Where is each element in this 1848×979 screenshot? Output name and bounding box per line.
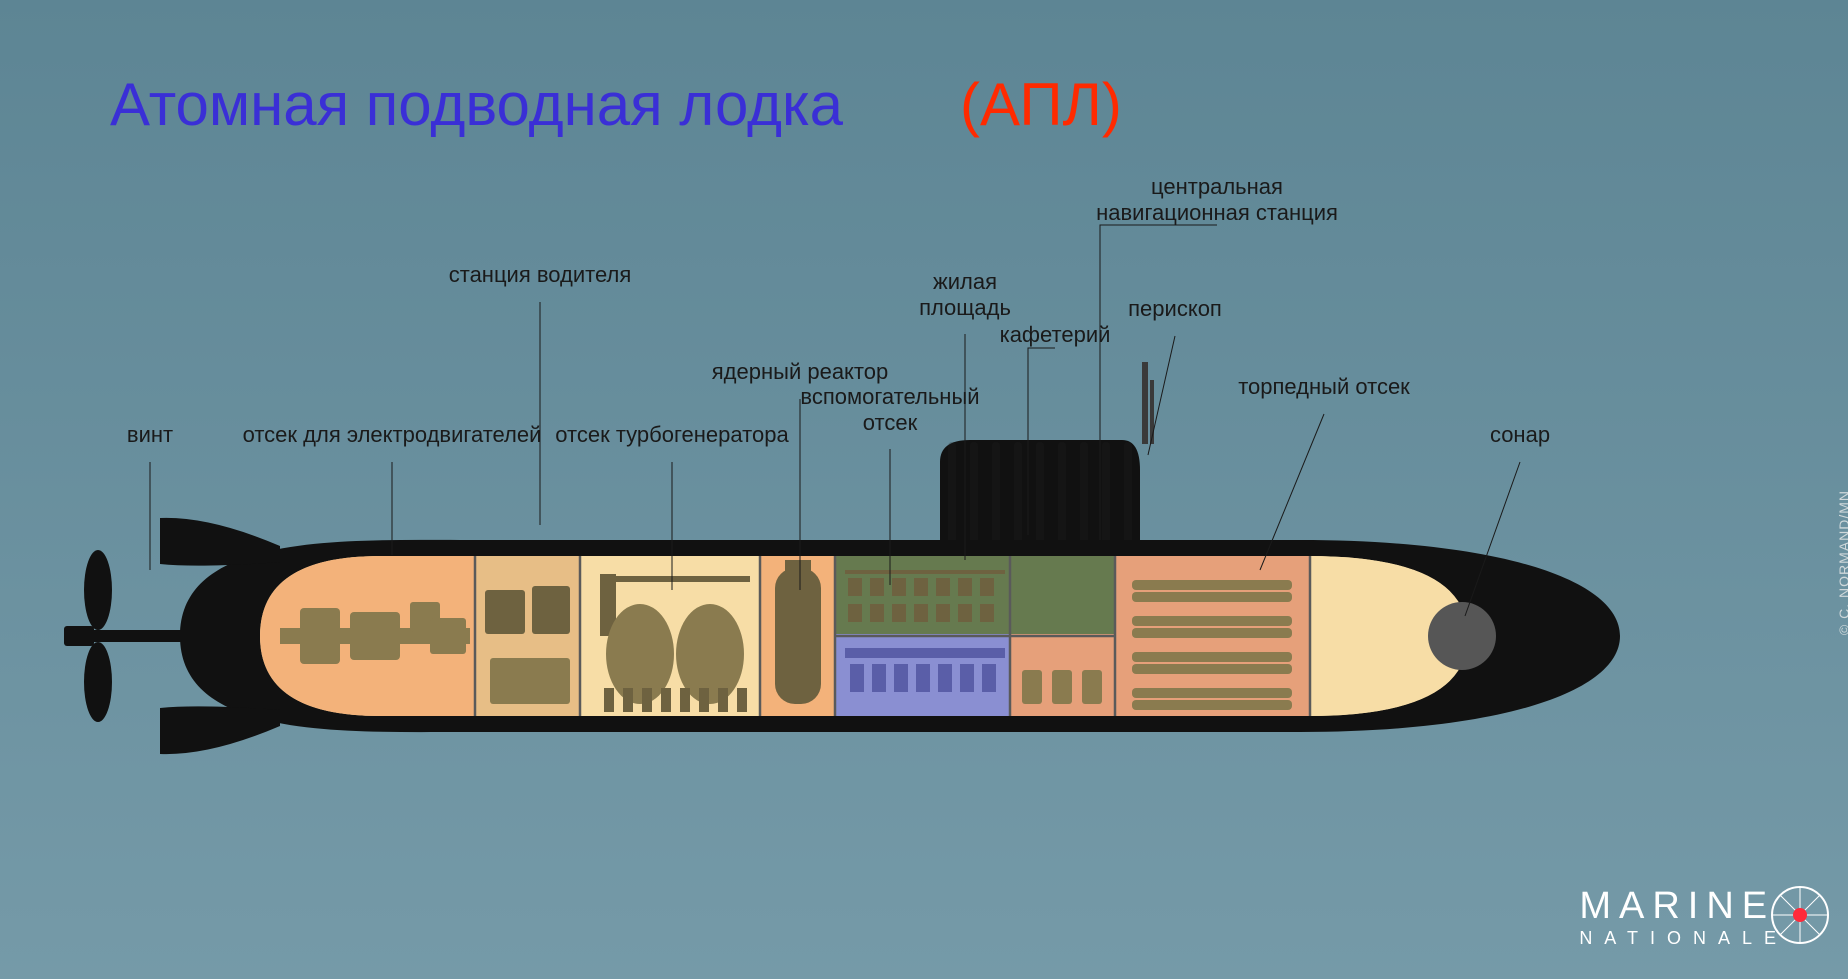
label-aux: вспомогательный отсек (800, 384, 979, 435)
label-cafeteria: кафетерий (1000, 322, 1111, 347)
label-turbo: отсек турбогенератора (555, 422, 788, 447)
label-emotors: отсек для электродвигателей (243, 422, 542, 447)
title-main: Атомная подводная лодка (110, 70, 843, 139)
label-driver: станция водителя (449, 262, 632, 287)
brand-line2: NATIONALE (1579, 928, 1788, 949)
brand-line1: MARINE (1579, 885, 1788, 928)
diagram-svg (0, 0, 1848, 979)
label-sonar: сонар (1490, 422, 1550, 447)
title-abbr: (АПЛ) (960, 70, 1122, 139)
label-torpedo: торпедный отсек (1238, 374, 1410, 399)
brand-logo: MARINE NATIONALE (1579, 885, 1788, 949)
label-navstation: центральная навигационная станция (1096, 174, 1338, 225)
diagram-stage: Атомная подводная лодка (АПЛ) винт отсек … (0, 0, 1848, 979)
label-propeller: винт (127, 422, 173, 447)
label-reactor: ядерный реактор (712, 359, 888, 384)
image-credit: © C. NORMAND/MN (1836, 490, 1848, 635)
label-living: жилая площадь (919, 269, 1011, 320)
label-periscope: перископ (1128, 296, 1222, 321)
